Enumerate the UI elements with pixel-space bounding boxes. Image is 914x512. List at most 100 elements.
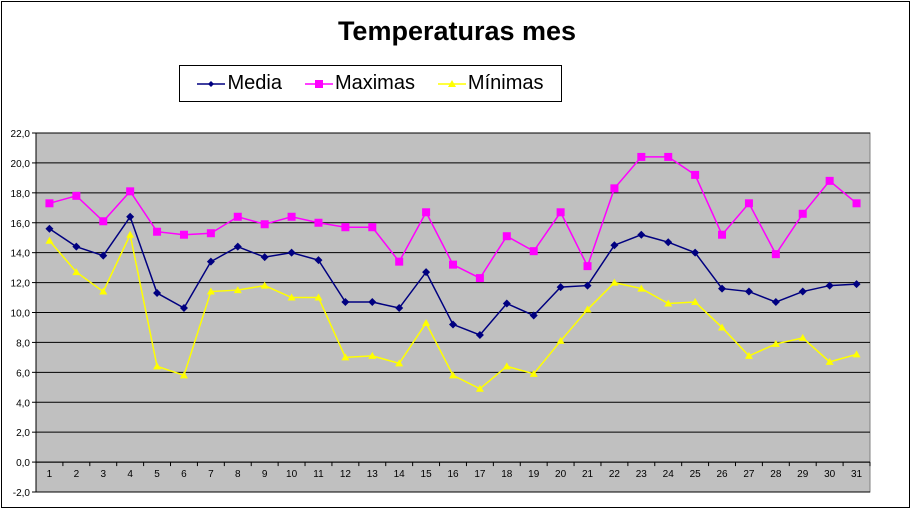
x-tick-label: 31 — [851, 469, 863, 480]
x-tick-label: 7 — [208, 469, 214, 480]
x-tick-label: 24 — [663, 469, 675, 480]
data-point-triangle — [798, 333, 807, 341]
x-tick-label: 17 — [474, 469, 486, 480]
data-point-diamond — [314, 256, 323, 265]
x-tick-label: 23 — [636, 469, 648, 480]
x-tick-label: 19 — [528, 469, 540, 480]
data-point-diamond — [422, 268, 431, 277]
data-point-square — [798, 209, 807, 218]
data-point-diamond — [718, 284, 727, 293]
data-point-square — [771, 250, 780, 259]
x-tick-label: 22 — [609, 469, 621, 480]
data-point-diamond — [502, 299, 511, 308]
data-point-square — [852, 199, 861, 208]
data-point-square — [341, 223, 350, 232]
data-point-diamond — [45, 224, 54, 233]
y-tick-label: 0,0 — [16, 458, 30, 469]
data-point-triangle — [475, 384, 484, 392]
y-tick-label: 12,0 — [11, 279, 31, 290]
data-point-triangle — [744, 351, 753, 359]
data-point-diamond — [233, 242, 242, 251]
data-point-diamond — [72, 242, 81, 251]
x-tick-label: 27 — [743, 469, 755, 480]
legend-square-icon — [304, 79, 333, 88]
x-tick-label: 5 — [154, 469, 160, 480]
data-point-triangle — [556, 336, 565, 344]
data-point-triangle — [637, 284, 646, 292]
data-point-square — [45, 199, 54, 208]
data-point-diamond — [664, 238, 673, 247]
data-point-triangle — [206, 287, 215, 295]
data-point-triangle — [825, 357, 834, 365]
data-point-triangle — [45, 236, 54, 244]
data-point-square — [395, 257, 404, 266]
data-point-square — [529, 247, 538, 256]
data-point-diamond — [529, 311, 538, 320]
x-tick-label: 12 — [340, 469, 352, 480]
data-point-square — [449, 260, 457, 269]
data-point-square — [422, 208, 431, 217]
data-point-triangle — [260, 281, 269, 289]
x-tick-label: 4 — [127, 469, 133, 480]
y-tick-label: 2,0 — [16, 428, 30, 439]
y-tick-label: 10,0 — [11, 309, 31, 320]
data-point-triangle — [72, 268, 81, 276]
data-point-triangle — [287, 293, 296, 301]
data-point-triangle — [395, 359, 404, 367]
y-tick-label: 14,0 — [11, 249, 31, 260]
y-tick-label: 18,0 — [11, 189, 31, 200]
data-point-triangle — [691, 298, 700, 306]
data-point-diamond — [341, 298, 350, 307]
data-point-triangle — [422, 318, 431, 326]
data-point-diamond — [556, 283, 565, 292]
data-point-square — [314, 218, 323, 227]
y-tick-label: -2,0 — [13, 488, 31, 499]
data-point-triangle — [233, 286, 242, 294]
data-point-square — [99, 217, 108, 226]
x-tick-label: 18 — [501, 469, 513, 480]
data-point-square — [744, 199, 753, 208]
x-tick-label: 11 — [313, 469, 324, 480]
legend-item: Maximas — [304, 72, 415, 95]
data-point-diamond — [691, 248, 700, 257]
data-point-triangle — [852, 350, 861, 358]
data-point-diamond — [449, 320, 457, 329]
legend-triangle-icon — [437, 79, 466, 87]
data-point-triangle — [664, 299, 673, 307]
data-point-triangle — [314, 293, 323, 301]
x-tick-label: 15 — [421, 469, 433, 480]
data-point-triangle — [502, 362, 511, 370]
data-point-triangle — [718, 323, 727, 331]
y-tick-label: 16,0 — [11, 219, 31, 230]
x-tick-label: 3 — [100, 469, 106, 480]
x-tick-label: 26 — [716, 469, 728, 480]
data-point-diamond — [852, 280, 861, 289]
data-point-diamond — [206, 257, 215, 266]
data-point-triangle — [610, 278, 619, 286]
data-point-triangle — [341, 353, 350, 361]
data-point-square — [556, 208, 565, 217]
series-mínimas — [45, 230, 861, 392]
data-point-triangle — [449, 371, 457, 379]
data-point-diamond — [153, 289, 162, 298]
data-point-triangle — [153, 362, 162, 370]
x-tick-label: 10 — [286, 469, 298, 480]
series-maximas — [45, 152, 861, 283]
data-point-diamond — [179, 304, 188, 313]
data-point-square — [153, 227, 162, 236]
data-point-diamond — [637, 230, 646, 239]
data-point-diamond — [260, 253, 269, 262]
legend-label: Mínimas — [467, 72, 544, 94]
x-tick-label: 14 — [394, 469, 406, 480]
data-point-square — [368, 223, 377, 232]
x-tick-label: 21 — [582, 469, 594, 480]
data-point-square — [475, 274, 484, 283]
data-point-diamond — [610, 241, 619, 250]
data-point-triangle — [529, 369, 538, 377]
x-tick-label: 29 — [797, 469, 809, 480]
legend: Media Maximas Mínimas — [179, 65, 562, 102]
data-point-triangle — [99, 287, 108, 295]
x-tick-label: 9 — [262, 469, 268, 480]
y-tick-label: 6,0 — [16, 368, 30, 379]
data-point-triangle — [179, 371, 188, 379]
